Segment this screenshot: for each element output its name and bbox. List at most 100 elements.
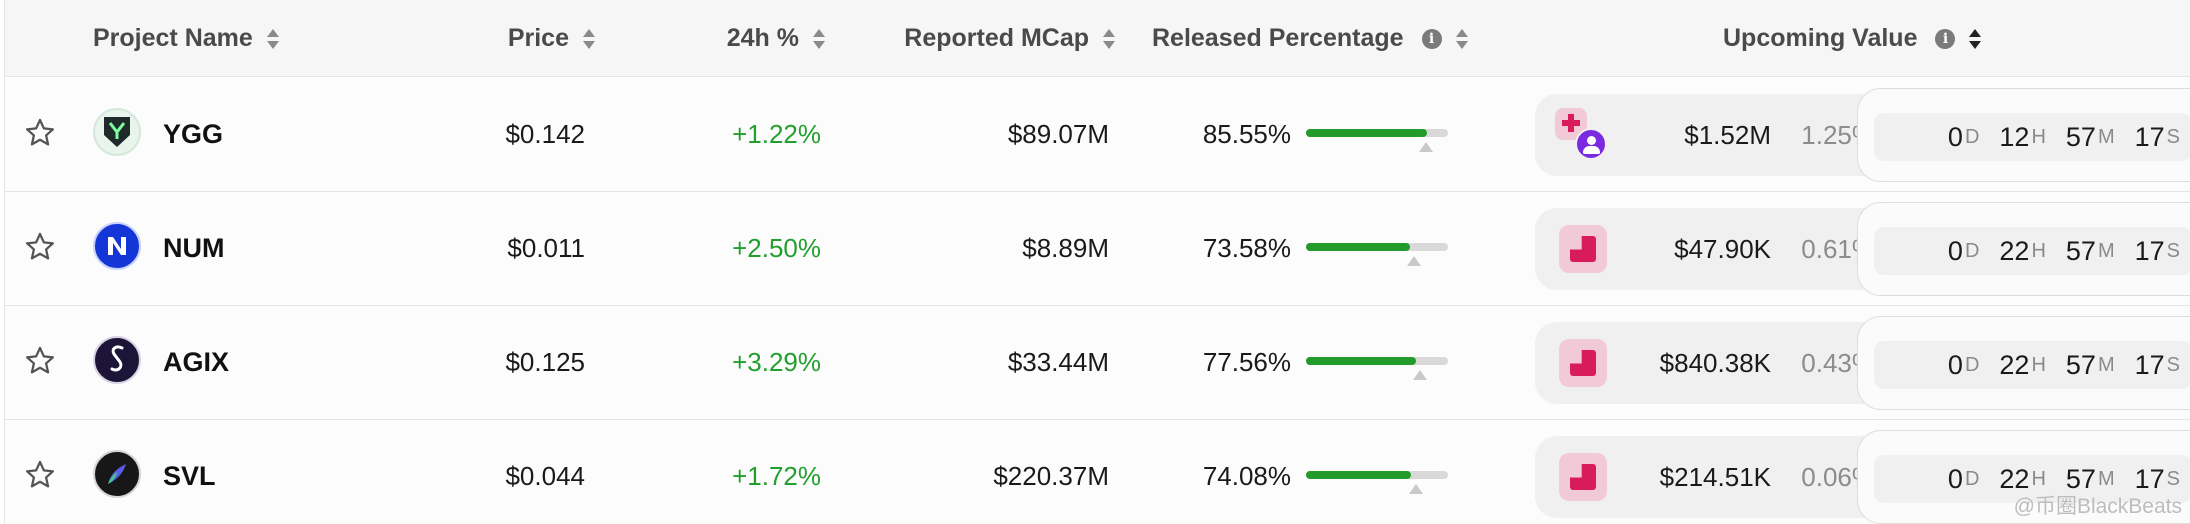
unit-seconds: S — [2166, 467, 2180, 490]
star-icon[interactable] — [23, 458, 57, 492]
countdown-seconds: 17 — [2134, 463, 2165, 494]
unlock-icon — [1559, 225, 1607, 273]
unit-hours: H — [2031, 125, 2046, 148]
released-percentage: 85.55% — [1202, 119, 1291, 149]
countdown-days: 0 — [1947, 463, 1963, 494]
unit-hours: H — [2031, 353, 2046, 376]
unlock-marker-icon — [1407, 256, 1421, 266]
unit-seconds: S — [2166, 353, 2180, 376]
table-row[interactable]: SVL $0.044 +1.72% $220.37M 74.08% $214.5… — [5, 420, 2190, 524]
svl-logo-icon — [93, 450, 141, 498]
col-24h[interactable]: 24h % — [625, 0, 825, 77]
num-logo-icon — [93, 222, 141, 270]
star-icon[interactable] — [23, 116, 57, 150]
released-progress-bar — [1306, 129, 1448, 137]
price: $0.044 — [505, 461, 585, 491]
countdown-minutes: 57 — [2065, 349, 2096, 380]
unit-minutes: M — [2097, 125, 2115, 148]
released-progress-fill — [1306, 471, 1412, 479]
change-24h: +1.72% — [732, 461, 821, 491]
table-header: Project Name Price 24h % Reported MCap R… — [5, 0, 2190, 77]
project-symbol[interactable]: YGG — [163, 119, 224, 149]
countdown-hours: 12 — [1999, 121, 2030, 152]
upcoming-value: $214.51K — [1659, 461, 1771, 492]
sort-active-icon[interactable] — [1969, 26, 1982, 52]
unlock-marker-icon — [1409, 484, 1423, 494]
countdown-seconds: 17 — [2134, 121, 2165, 152]
price: $0.125 — [505, 347, 585, 377]
change-24h: +3.29% — [732, 347, 821, 377]
unit-minutes: M — [2097, 239, 2115, 262]
countdown-days: 0 — [1947, 235, 1963, 266]
unlock-marker-icon — [1419, 142, 1433, 152]
released-percentage: 73.58% — [1202, 233, 1291, 263]
sort-icon[interactable] — [813, 26, 825, 52]
unit-minutes: M — [2097, 353, 2115, 376]
unlock-marker-icon — [1413, 370, 1427, 380]
countdown-hours: 22 — [1999, 463, 2030, 494]
unit-hours: H — [2031, 239, 2046, 262]
price: $0.011 — [507, 233, 585, 263]
upcoming-value: $1.52M — [1684, 119, 1771, 150]
unit-hours: H — [2031, 467, 2046, 490]
col-price[interactable]: Price — [385, 0, 595, 77]
released-progress-bar — [1306, 357, 1448, 365]
project-symbol[interactable]: AGIX — [163, 347, 230, 377]
unit-seconds: S — [2166, 239, 2180, 262]
countdown-hours: 22 — [1999, 349, 2030, 380]
countdown-hours: 22 — [1999, 235, 2030, 266]
sort-icon[interactable] — [1103, 26, 1115, 52]
countdown-seconds: 17 — [2134, 349, 2165, 380]
sort-icon[interactable] — [1455, 26, 1468, 52]
sort-icon[interactable] — [266, 26, 279, 52]
unit-days: D — [1964, 239, 1980, 262]
unlock-multi-icon — [1555, 108, 1607, 160]
countdown-minutes: 57 — [2065, 235, 2096, 266]
reported-mcap: $8.89M — [1022, 233, 1109, 263]
col-reported-mcap[interactable]: Reported MCap — [845, 0, 1115, 77]
star-icon[interactable] — [23, 344, 57, 378]
col-reported-mcap-label: Reported MCap — [904, 24, 1089, 52]
col-released-percentage[interactable]: Released Percentage i — [1152, 0, 1468, 77]
project-symbol[interactable]: NUM — [163, 233, 225, 263]
sort-icon[interactable] — [583, 26, 595, 52]
unlock-icon — [1559, 339, 1607, 387]
agix-logo-icon — [93, 336, 141, 384]
token-unlock-table: Project Name Price 24h % Reported MCap R… — [4, 0, 2190, 524]
countdown-minutes: 57 — [2065, 463, 2096, 494]
info-icon[interactable]: i — [1421, 28, 1442, 49]
table-row[interactable]: YGG $0.142 +1.22% $89.07M 85.55% $1.52M … — [5, 78, 2190, 192]
unit-seconds: S — [2166, 125, 2180, 148]
table-row[interactable]: AGIX $0.125 +3.29% $33.44M 77.56% $840.3… — [5, 306, 2190, 420]
info-icon[interactable]: i — [1935, 28, 1956, 49]
released-progress-fill — [1306, 243, 1411, 251]
col-released-percentage-label: Released Percentage — [1152, 24, 1404, 52]
col-upcoming-value[interactable]: Upcoming Value i — [1723, 0, 1982, 77]
released-progress-bar — [1306, 243, 1448, 251]
star-icon[interactable] — [23, 230, 57, 264]
unit-days: D — [1964, 467, 1980, 490]
countdown-seconds: 17 — [2134, 235, 2165, 266]
change-24h: +1.22% — [732, 119, 821, 149]
table-row[interactable]: NUM $0.011 +2.50% $8.89M 73.58% $47.90K … — [5, 192, 2190, 306]
col-project-name-label: Project Name — [93, 24, 253, 52]
project-symbol[interactable]: SVL — [163, 461, 216, 491]
col-project-name[interactable]: Project Name — [93, 0, 279, 77]
change-24h: +2.50% — [732, 233, 821, 263]
unit-days: D — [1964, 353, 1980, 376]
released-progress-fill — [1306, 357, 1417, 365]
released-progress-bar — [1306, 471, 1448, 479]
unit-minutes: M — [2097, 467, 2115, 490]
